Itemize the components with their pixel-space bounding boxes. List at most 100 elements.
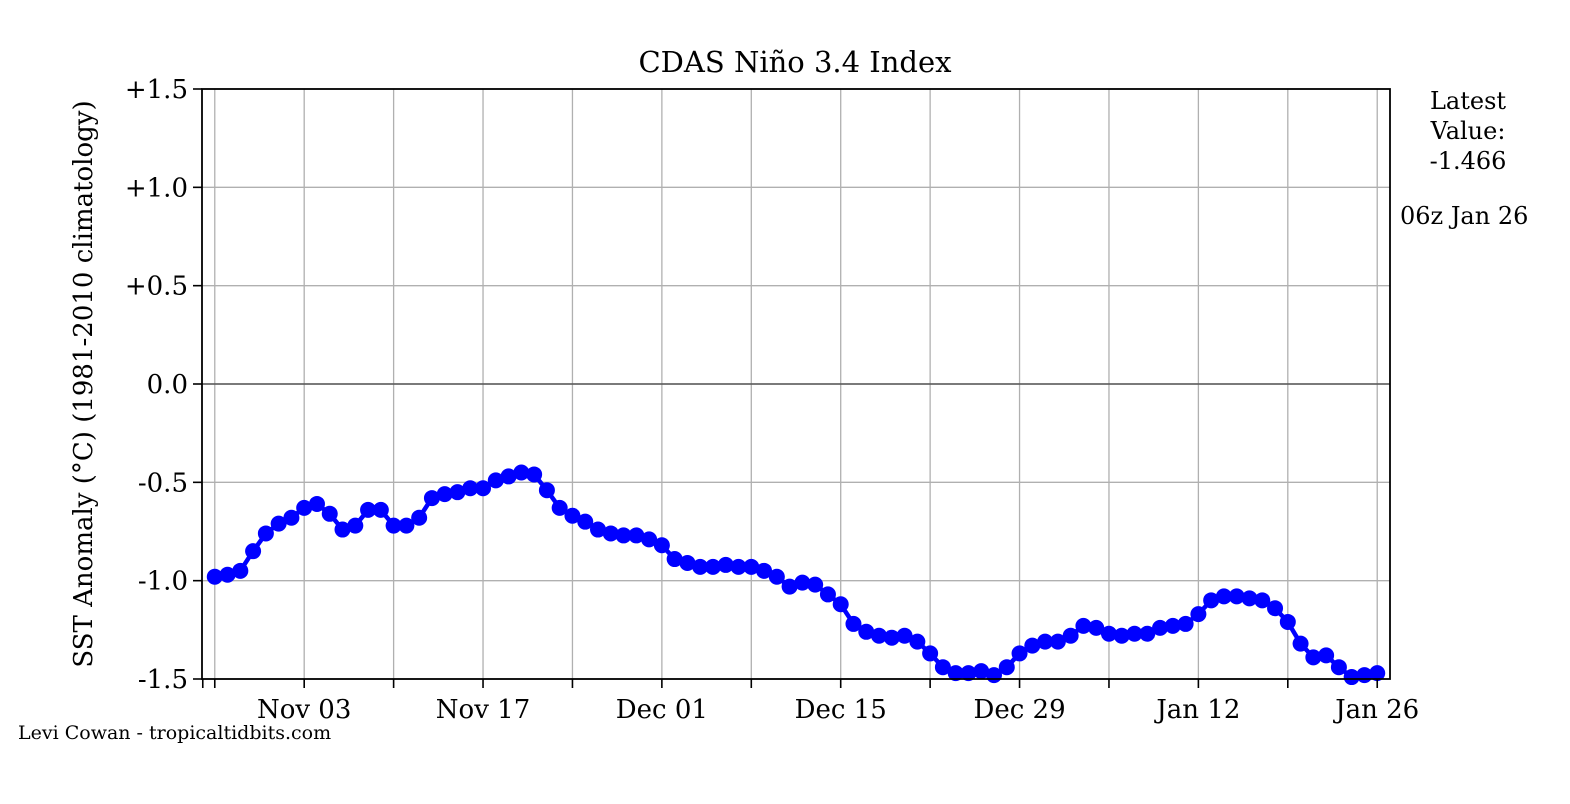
y-tick-label: +1.0	[125, 173, 188, 203]
data-point	[245, 543, 262, 560]
series-path	[214, 470, 1378, 680]
credit-text: Levi Cowan - tropicaltidbits.com	[18, 722, 332, 744]
data-point	[1049, 633, 1066, 650]
data-point	[743, 558, 760, 575]
data-point	[653, 537, 670, 554]
data-point	[1011, 645, 1028, 662]
x-tick-label: Dec 29	[973, 695, 1065, 725]
data-point	[1343, 669, 1360, 686]
data-point	[347, 517, 364, 534]
data-point	[973, 663, 990, 680]
data-point	[1062, 627, 1079, 644]
data-point	[1088, 619, 1105, 636]
latest-timestamp: 06z Jan 26	[1400, 202, 1529, 230]
data-point	[257, 525, 274, 542]
data-point	[411, 509, 428, 526]
data-point	[1254, 592, 1271, 609]
data-point	[1024, 637, 1041, 654]
data-point	[1369, 665, 1386, 682]
data-point	[896, 627, 913, 644]
data-point	[922, 645, 939, 662]
y-tick-label: -0.5	[138, 468, 188, 498]
data-point	[372, 501, 389, 518]
data-point	[1318, 647, 1335, 664]
x-tick-label: Dec 01	[616, 695, 708, 725]
data-point	[1177, 615, 1194, 632]
data-point	[232, 562, 249, 579]
data-point	[704, 558, 721, 575]
data-point	[1113, 627, 1130, 644]
data-point	[819, 586, 836, 603]
y-axis-label: SST Anomaly (°C) (1981-2010 climatology)	[69, 100, 99, 667]
data-point	[590, 521, 606, 538]
data-point	[270, 515, 287, 532]
y-tick-label: -1.5	[138, 665, 188, 695]
data-point	[219, 566, 236, 583]
x-tick-label: Nov 17	[436, 695, 530, 725]
data-point	[296, 499, 313, 516]
data-point	[692, 558, 709, 575]
data-point	[308, 495, 325, 512]
data-point	[947, 665, 964, 682]
y-tick-label: -1.0	[138, 567, 188, 597]
data-point	[602, 525, 619, 542]
data-point	[1292, 635, 1309, 652]
data-point	[321, 505, 338, 522]
data-point	[360, 501, 377, 518]
data-point	[998, 659, 1015, 676]
data-point	[423, 490, 440, 507]
data-point	[768, 568, 785, 585]
data-point	[871, 627, 888, 644]
y-tick-label: +1.5	[125, 75, 188, 105]
data-point	[1203, 592, 1220, 609]
data-point	[679, 554, 696, 571]
data-point	[334, 521, 351, 538]
data-point	[1164, 617, 1181, 634]
data-point	[1037, 633, 1054, 650]
data-point	[1215, 588, 1232, 605]
x-tick-label: Jan 12	[1153, 695, 1240, 725]
data-point	[858, 623, 875, 640]
data-point	[398, 517, 415, 534]
data-point	[206, 568, 223, 585]
y-axis: +1.5 +1.0 +0.5 0.0 -0.5 -1.0 -1.5	[125, 75, 202, 695]
data-point	[487, 472, 504, 489]
series-line	[206, 464, 1386, 686]
data-point	[845, 615, 862, 632]
data-point	[385, 517, 402, 534]
data-point	[1152, 619, 1169, 636]
data-point	[960, 665, 977, 682]
chart-title: CDAS Niño 3.4 Index	[638, 45, 951, 79]
data-point	[538, 482, 555, 499]
data-point	[513, 464, 530, 481]
x-tick-label: Dec 15	[795, 695, 887, 725]
data-point	[1267, 600, 1284, 617]
data-point	[934, 659, 951, 676]
data-point	[1126, 625, 1143, 642]
data-point	[641, 531, 658, 548]
data-point	[909, 633, 926, 650]
data-point	[283, 509, 300, 526]
data-point	[500, 468, 517, 485]
data-point	[717, 556, 734, 573]
data-point	[577, 513, 594, 530]
data-point	[756, 562, 773, 579]
data-point	[1190, 606, 1207, 623]
data-point	[730, 558, 747, 575]
data-point	[1075, 617, 1092, 634]
latest-heading-1: Latest	[1429, 87, 1507, 115]
data-point	[615, 527, 632, 544]
x-tick-label: Nov 03	[257, 695, 351, 725]
data-point	[475, 480, 492, 497]
data-point	[832, 596, 849, 613]
data-point	[1100, 625, 1117, 642]
data-point	[564, 507, 581, 524]
latest-value-box: Latest Value: -1.466	[1408, 86, 1528, 176]
x-axis: Nov 03 Nov 17 Dec 01 Dec 15 Dec 29 Jan 12 Jan …	[201, 679, 1419, 725]
data-point	[1241, 590, 1258, 607]
x-tick-label: Jan 26	[1332, 695, 1419, 725]
y-tick-label: 0.0	[147, 370, 188, 400]
data-point	[628, 527, 645, 544]
data-point	[1330, 659, 1347, 676]
